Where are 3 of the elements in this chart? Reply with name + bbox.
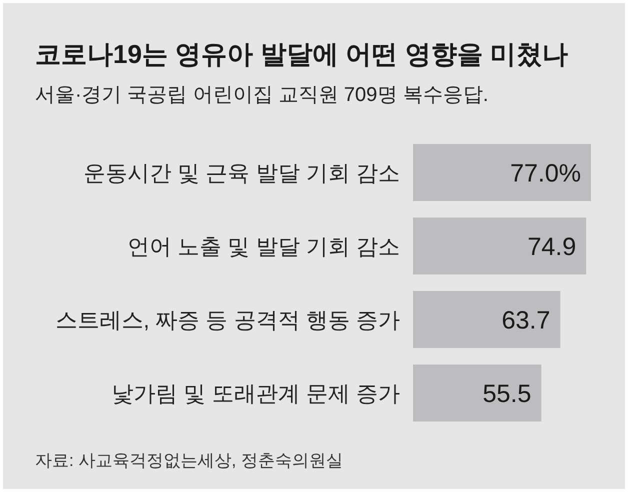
annotation: 자료: 사교육걱정없는세상, 정춘숙의원실: [35, 451, 343, 470]
subtitle: 서울·경기 국공립 어린이집 교직원 709명 복수응답.: [35, 84, 488, 106]
title: 코로나19는 영유아 발달에 어떤 영향을 미쳤나: [35, 39, 568, 69]
